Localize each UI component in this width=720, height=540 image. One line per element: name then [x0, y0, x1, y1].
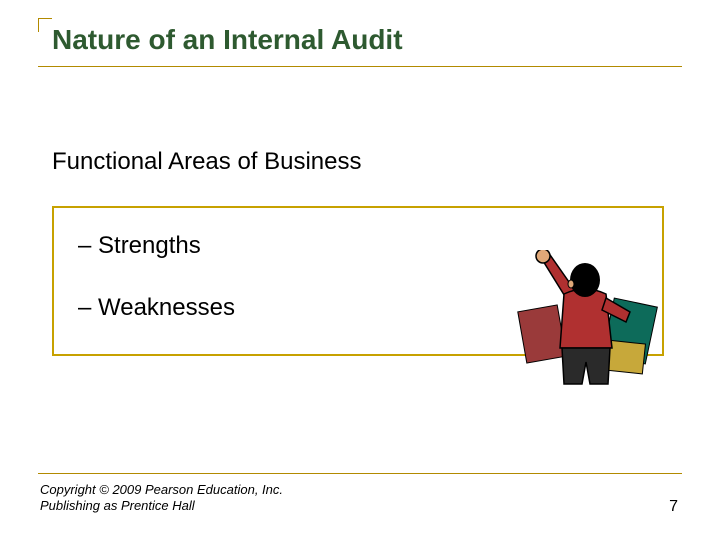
copyright-line1: Copyright © 2009 Pearson Education, Inc.: [40, 482, 283, 498]
hand-left: [536, 250, 550, 263]
copyright: Copyright © 2009 Pearson Education, Inc.…: [40, 482, 283, 515]
page-number: 7: [669, 498, 678, 516]
title-accent: [38, 18, 52, 32]
shirt: [560, 289, 612, 348]
clipart-businessman: [510, 250, 660, 390]
folder-red: [518, 305, 566, 363]
hair: [570, 263, 600, 297]
copyright-line2: Publishing as Prentice Hall: [40, 498, 283, 514]
pants: [562, 348, 610, 384]
slide-title: Nature of an Internal Audit: [52, 24, 403, 56]
ear: [568, 280, 574, 288]
bullet-strengths: – Strengths: [78, 232, 201, 260]
subtitle: Functional Areas of Business: [52, 148, 362, 176]
bullet-weaknesses: – Weaknesses: [78, 294, 235, 322]
footer-line: [38, 473, 682, 474]
title-underline: [38, 66, 682, 67]
